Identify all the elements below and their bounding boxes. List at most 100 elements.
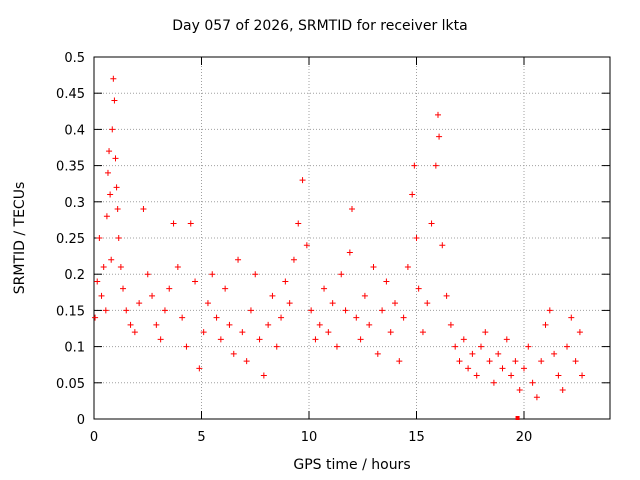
data-point [117,263,124,270]
data-point [439,242,446,249]
data-point [260,372,267,379]
data-point [564,343,570,350]
x-tick-label: 0 [90,430,98,445]
data-point [447,321,454,328]
data-point [465,365,472,372]
data-point [299,177,306,184]
data-points [92,75,586,420]
data-point [269,292,276,299]
data-point [346,249,353,256]
data-point [157,336,164,343]
data-point [295,220,302,227]
data-point [495,350,502,357]
x-tick-label: 20 [516,430,533,445]
data-point [123,307,130,314]
data-point [499,365,506,372]
y-tick-label: 0.5 [64,51,85,66]
y-tick-label: 0.05 [56,377,85,392]
data-point [106,148,113,155]
data-point [357,336,364,343]
data-point [161,307,168,314]
data-point [512,358,519,365]
data-point [392,300,398,307]
data-point [273,343,280,350]
y-tick-label: 0.25 [56,232,85,247]
data-point [243,358,250,365]
data-point [179,314,186,321]
y-axis-ticks: 0 0.05 0.1 0.15 0.2 0.25 0.3 0.35 0.4 0.45 0.5 [56,51,610,428]
data-point [204,300,211,307]
data-point [361,292,368,299]
data-point [473,372,480,379]
data-point [136,300,143,307]
data-point [316,321,323,328]
data-point [247,307,254,314]
data-point [419,329,426,336]
data-point [469,350,476,357]
data-point [265,321,272,328]
y-tick-label: 0.1 [64,341,85,356]
data-point [107,191,114,198]
data-point [183,343,190,350]
data-point [321,285,328,292]
x-axis-label: GPS time / hours [293,457,411,473]
data-point [555,372,562,379]
data-point [452,343,459,350]
data-point [379,307,386,314]
data-point [478,343,484,350]
data-point [542,321,549,328]
data-point [325,329,332,336]
data-point [521,365,527,372]
data-point [170,220,177,227]
data-point [579,372,586,379]
data-point [374,350,381,357]
data-point [217,336,224,343]
data-point [213,314,220,321]
data-point [94,278,101,285]
grid-lines [94,57,610,419]
data-point [456,358,463,365]
data-point [303,242,310,249]
data-point [436,133,443,140]
data-point [282,278,289,285]
data-point [114,206,121,213]
data-point [239,329,246,336]
y-tick-label: 0.2 [64,268,85,283]
data-point [387,329,394,336]
data-point [432,162,439,169]
data-point [104,169,111,176]
data-point [120,285,127,292]
data-point [413,235,420,241]
data-point [235,256,242,263]
data-point [230,350,237,357]
data-point [529,379,536,386]
data-point [187,220,194,227]
data-point [533,394,540,401]
data-point [256,336,263,343]
data-point [110,75,117,82]
data-point [111,97,118,104]
data-point [312,336,319,343]
chart-title: Day 057 of 2026, SRMTID for receiver lkt… [172,18,468,34]
data-point [428,220,435,227]
y-tick-label: 0.3 [64,196,85,211]
data-point [131,329,138,336]
data-point [226,321,233,328]
data-point [149,292,156,299]
x-tick-label: 10 [301,430,318,445]
data-point [443,292,450,299]
data-point [366,321,373,328]
data-point [508,372,515,379]
data-point [503,336,510,343]
data-point [568,314,575,321]
data-point [222,285,229,292]
slip-marker [515,416,520,420]
data-point [200,329,207,336]
data-point [525,343,532,350]
data-point [92,314,99,321]
data-point [404,263,411,270]
data-point [342,307,349,314]
data-point [411,162,418,169]
data-point [415,285,422,292]
data-point [572,358,579,365]
